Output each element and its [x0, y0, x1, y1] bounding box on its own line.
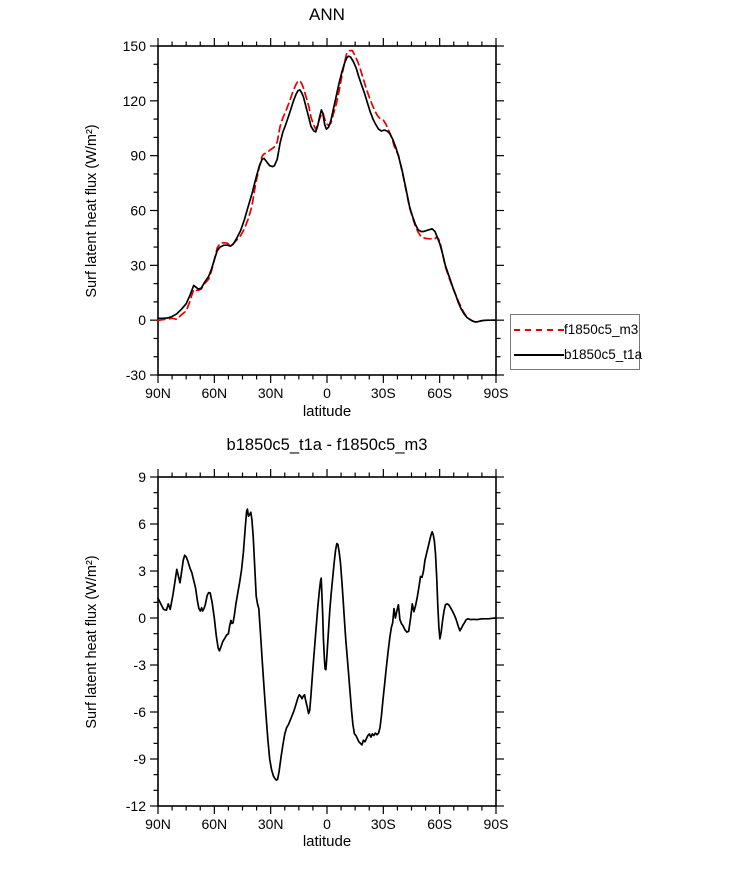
svg-text:-3: -3: [134, 657, 147, 673]
legend-label: b1850c5_t1a: [564, 347, 643, 362]
svg-text:30S: 30S: [371, 816, 396, 832]
svg-text:60: 60: [130, 203, 146, 219]
bottom-chart-y-axis-label: Surf latent heat flux (W/m²): [84, 555, 100, 729]
top-chart-y-axis-label: Surf latent heat flux (W/m²): [84, 124, 100, 298]
svg-text:90: 90: [130, 148, 146, 164]
svg-text:9: 9: [138, 469, 146, 485]
svg-text:60S: 60S: [427, 385, 452, 401]
svg-text:120: 120: [123, 93, 147, 109]
top-chart-x-axis-label: latitude: [302, 403, 352, 420]
svg-text:30: 30: [130, 257, 146, 273]
red-dashed-line-sample: [514, 328, 564, 331]
bottom-chart-title: b1850c5_t1a - f1850c5_m3: [226, 436, 428, 454]
legend-entry-b1850c5_t1a: b1850c5_t1a: [511, 342, 643, 367]
svg-text:90S: 90S: [484, 385, 509, 401]
svg-text:90N: 90N: [145, 816, 171, 832]
top-chart-title: ANN: [309, 5, 345, 24]
svg-text:60S: 60S: [427, 816, 452, 832]
svg-text:90S: 90S: [484, 816, 509, 832]
svg-text:-30: -30: [126, 367, 146, 383]
svg-text:6: 6: [138, 516, 146, 532]
svg-text:30S: 30S: [371, 385, 396, 401]
svg-text:150: 150: [123, 38, 147, 54]
svg-text:90N: 90N: [145, 385, 171, 401]
svg-text:30N: 30N: [258, 816, 284, 832]
black-solid-line-sample: [514, 353, 564, 356]
legend-entry-f1850c5_m3: f1850c5_m3: [511, 317, 639, 342]
svg-text:3: 3: [138, 563, 146, 579]
svg-text:30N: 30N: [258, 385, 284, 401]
svg-text:-6: -6: [134, 704, 147, 720]
svg-text:60N: 60N: [201, 385, 227, 401]
svg-text:0: 0: [138, 610, 146, 626]
legend-label: f1850c5_m3: [564, 322, 639, 337]
svg-text:-12: -12: [126, 798, 146, 814]
legend-box: f1850c5_m3 b1850c5_t1a: [510, 314, 643, 370]
bottom-chart-x-axis-label: latitude: [302, 833, 352, 850]
svg-text:-9: -9: [134, 751, 147, 767]
svg-text:0: 0: [138, 312, 146, 328]
svg-text:60N: 60N: [201, 816, 227, 832]
svg-text:0: 0: [323, 385, 331, 401]
svg-text:0: 0: [323, 816, 331, 832]
